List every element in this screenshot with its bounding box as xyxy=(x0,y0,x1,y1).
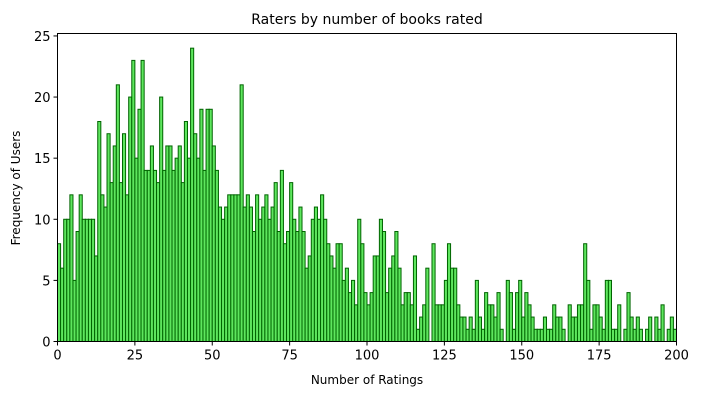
histogram-bar xyxy=(499,328,504,342)
y-tick-label: 15 xyxy=(34,152,51,167)
histogram-bar xyxy=(412,255,418,342)
chart-title: Raters by number of books rated xyxy=(251,12,482,28)
y-tick-label: 10 xyxy=(34,213,51,228)
y-axis-label: Frequency of Users xyxy=(9,131,23,246)
x-tick-label: 175 xyxy=(587,349,612,364)
histogram-bar xyxy=(648,316,653,342)
x-tick-label: 100 xyxy=(355,349,380,364)
histogram-bar xyxy=(425,267,430,342)
x-tick-label: 50 xyxy=(204,349,221,364)
y-tick-label: 20 xyxy=(34,91,51,106)
x-tick-label: 75 xyxy=(281,349,298,364)
histogram-bar xyxy=(660,304,665,343)
y-tick-label: 5 xyxy=(42,274,50,289)
histogram-bar xyxy=(617,304,622,343)
x-tick-label: 0 xyxy=(53,349,61,364)
bars-group xyxy=(57,47,678,343)
histogram-bar xyxy=(638,328,643,342)
plot-frame xyxy=(57,33,677,342)
x-tick-label: 200 xyxy=(664,349,689,364)
x-axis-ticks: 0 25 50 75 100 125 150 175 200 xyxy=(53,341,689,364)
y-tick-label: 0 xyxy=(42,336,50,351)
x-tick-label: 25 xyxy=(127,349,144,364)
x-tick-label: 150 xyxy=(509,349,534,364)
x-tick-label: 125 xyxy=(432,349,457,364)
x-axis-label: Number of Ratings xyxy=(311,373,423,387)
histogram-bar xyxy=(561,328,566,342)
y-axis-ticks: 0 5 10 15 20 25 xyxy=(34,30,58,351)
y-tick-label: 25 xyxy=(34,30,51,45)
